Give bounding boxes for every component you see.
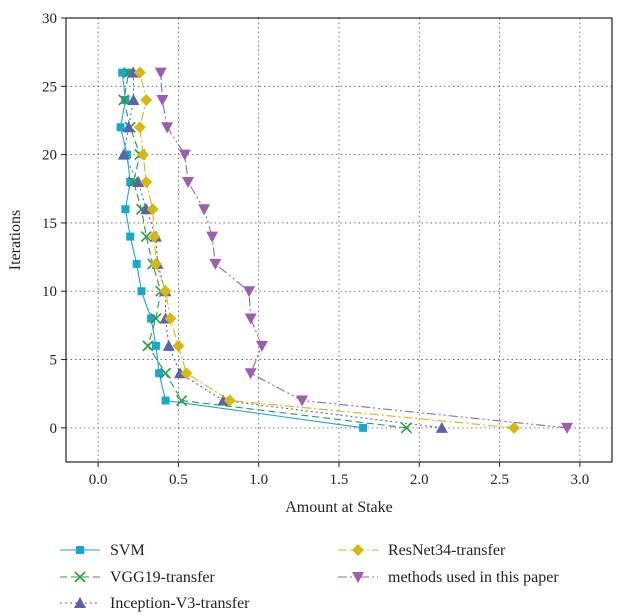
series-methods-used-in-this-paper-point [244, 313, 257, 325]
legend-resnet34-transfer: ResNet34-transfer [338, 542, 506, 559]
series-svm-point [121, 95, 130, 104]
legend-vgg19-transfer: VGG19-transfer [60, 569, 216, 586]
series-inception-v3-transfer-point [435, 421, 448, 433]
x-axis-label: Amount at Stake [285, 499, 393, 516]
y-tick-label: 5 [50, 353, 58, 369]
legend-marker [74, 571, 86, 583]
series-methods-used-in-this-paper-point [255, 340, 268, 352]
series-svm-point [132, 259, 141, 268]
series-methods-used-in-this-paper-point [209, 258, 222, 270]
series-methods-used-in-this-paper-point [296, 395, 309, 407]
series-resnet34-transfer-point [133, 66, 146, 79]
series-resnet34-transfer-point [159, 285, 172, 298]
x-tick-label: 1.0 [249, 472, 268, 488]
grid-lines [66, 18, 612, 462]
series-resnet34-transfer-point [223, 394, 236, 407]
series-methods-used-in-this-paper-point [161, 122, 174, 134]
series-svm-point [126, 177, 135, 186]
series-svm-point [121, 205, 130, 214]
x-tick-label: 3.0 [571, 472, 590, 488]
series-methods-used-in-this-paper-point [244, 368, 257, 380]
legend-marker [76, 546, 84, 554]
series-svm-point [151, 341, 160, 350]
series-methods-used-in-this-paper-point [182, 176, 195, 188]
series-inception-v3-transfer-point [117, 148, 130, 160]
x-tick-label: 1.5 [330, 472, 349, 488]
x-tick-label: 0.5 [169, 472, 188, 488]
x-tick-label: 2.5 [490, 472, 509, 488]
y-axis-label: Iterations [7, 210, 24, 270]
series-svm [116, 68, 368, 432]
series-methods-used-in-this-paper-point [198, 204, 211, 216]
series-inception-v3-transfer-point [132, 175, 145, 187]
series-vgg19-transfer-point [159, 367, 172, 379]
legend-label: ResNet34-transfer [388, 542, 506, 559]
series-svm-point [359, 423, 368, 432]
series-svm-point [147, 314, 156, 323]
series-methods-used-in-this-paper-point [178, 149, 191, 161]
y-tick-label: 25 [42, 79, 57, 95]
series-vgg19-transfer-point [140, 231, 152, 243]
y-tick-label: 0 [50, 421, 58, 437]
legend: SVM VGG19-transfer Inception-V3-transfer Re… [60, 542, 559, 612]
y-tick-label: 30 [42, 11, 57, 27]
x-tick-label: 0.0 [89, 472, 108, 488]
series-vgg19-transfer-point [142, 340, 154, 352]
legend-methods-used-in-this-paper: methods used in this paper [338, 569, 559, 586]
x-tick-label: 2.0 [410, 472, 429, 488]
series-methods-used-in-this-paper-point [156, 94, 169, 106]
axis-ticks: 0.0 0.5 1.0 1.5 2.0 2.5 3.0 0 5 10 15 20 25 30 [42, 11, 589, 488]
legend-label: VGG19-transfer [110, 569, 216, 586]
series-resnet34-transfer-point [133, 121, 146, 134]
series-methods-used-in-this-paper-point [154, 67, 167, 79]
series-methods-used-in-this-paper-point [561, 422, 574, 434]
series-vgg19-transfer-point [176, 394, 188, 407]
series-vgg19-transfer-point [150, 312, 162, 325]
series-resnet34-transfer-point [180, 367, 193, 380]
series-svm-point [126, 232, 135, 241]
series-resnet34-transfer-point [508, 421, 521, 434]
series-resnet34-transfer [133, 66, 521, 434]
series-resnet34-transfer-point [146, 203, 159, 216]
y-tick-label: 20 [42, 148, 57, 164]
series-layer [116, 66, 574, 434]
series-inception-v3-transfer-point [162, 339, 175, 351]
legend-label: SVM [110, 542, 145, 559]
series-resnet34-transfer-point [149, 257, 162, 270]
legend-label: Inception-V3-transfer [110, 595, 250, 612]
series-resnet34-transfer-point [137, 148, 150, 161]
series-inception-v3-transfer-point [127, 93, 140, 105]
series-resnet34-transfer-point [172, 339, 185, 352]
series-resnet34-transfer-point [148, 230, 161, 243]
series-resnet34-transfer-point [140, 175, 153, 188]
series-svm-point [161, 396, 170, 405]
legend-svm: SVM [60, 542, 145, 559]
series-svm-point [123, 68, 132, 77]
series-svm-point [155, 369, 164, 378]
series-methods-used-in-this-paper-line [160, 72, 568, 429]
series-svm-point [137, 287, 146, 296]
series-inception-v3-transfer [117, 66, 448, 433]
series-svm-point [118, 68, 127, 77]
series-methods-used-in-this-paper-point [243, 286, 256, 298]
legend-marker [74, 597, 86, 608]
legend-inception-v3-transfer: Inception-V3-transfer [60, 595, 250, 612]
series-vgg19-transfer-point [400, 422, 413, 434]
series-inception-v3-transfer-point [122, 121, 135, 133]
series-methods-used-in-this-paper [154, 67, 574, 434]
series-resnet34-transfer-point [164, 312, 177, 325]
series-svm-point [116, 123, 125, 132]
series-inception-v3-transfer-line [123, 72, 442, 429]
series-vgg19-transfer-point [118, 94, 130, 106]
series-methods-used-in-this-paper-point [206, 231, 219, 243]
y-tick-label: 15 [42, 216, 57, 232]
legend-label: methods used in this paper [388, 569, 559, 586]
legend-marker [352, 572, 364, 583]
legend-marker [352, 544, 364, 556]
series-resnet34-transfer-point [140, 93, 153, 106]
series-resnet34-transfer-line [139, 72, 515, 429]
y-tick-label: 10 [42, 284, 57, 300]
